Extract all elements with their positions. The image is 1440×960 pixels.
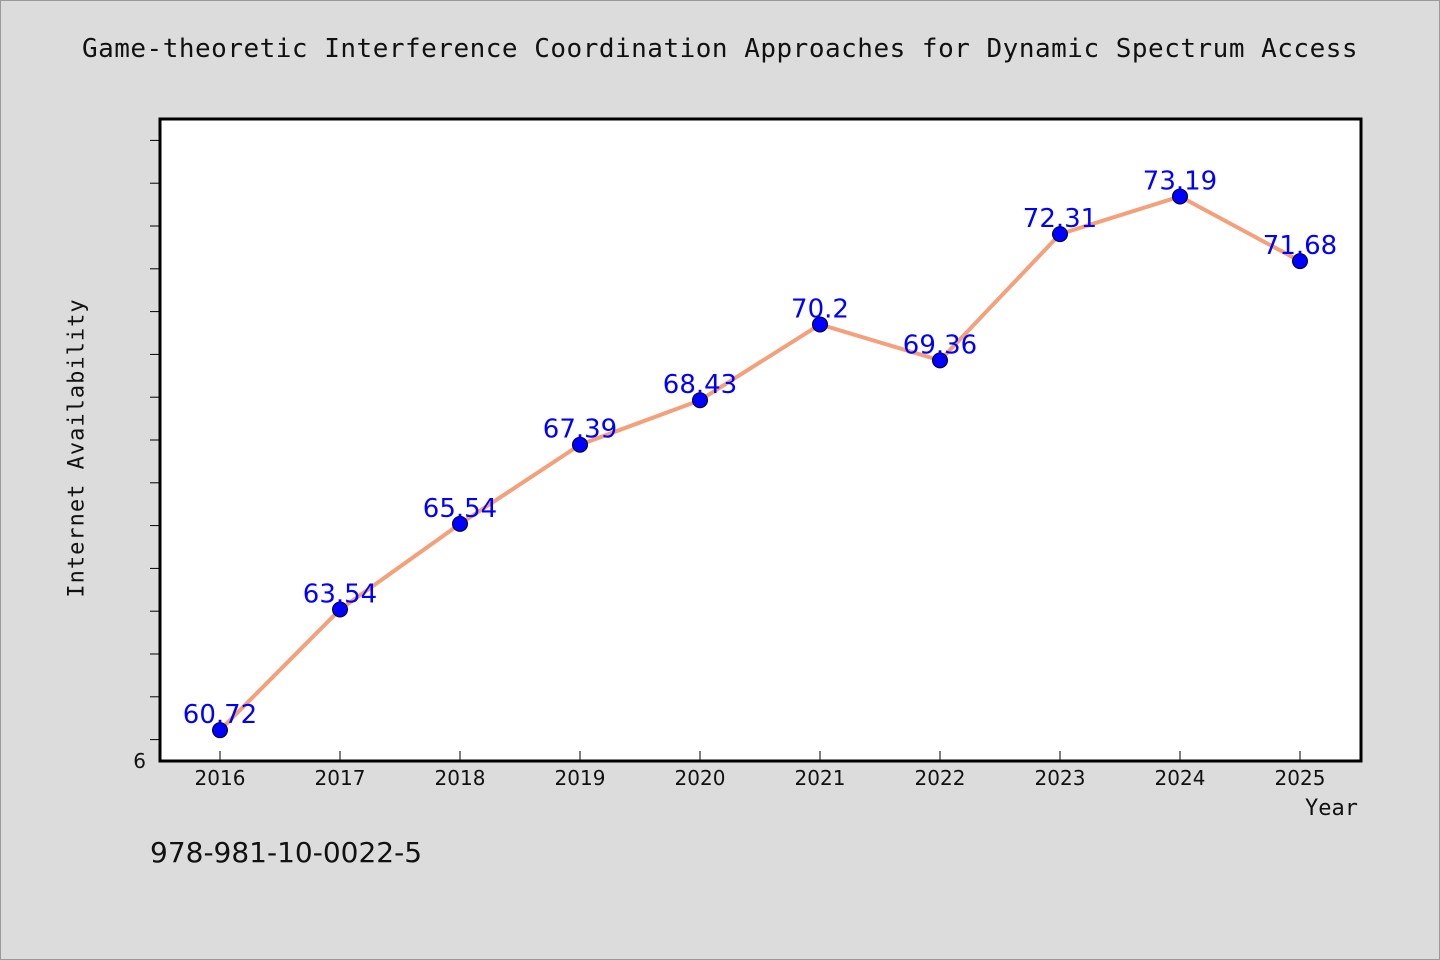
y-tick-label: 6 [133, 749, 146, 773]
data-label: 71.68 [1263, 231, 1337, 261]
series-line [218, 194, 1301, 732]
data-point [692, 392, 708, 409]
data-point [332, 601, 348, 618]
x-tick-label: 2022 [915, 766, 966, 790]
x-tick-label: 2016 [195, 766, 246, 790]
x-tick-label: 2023 [1035, 766, 1086, 790]
x-tick-label: 2017 [315, 766, 366, 790]
data-point [1292, 253, 1308, 270]
data-point [932, 352, 948, 369]
data-point [452, 515, 468, 532]
x-tick-label: 2019 [555, 766, 606, 790]
x-axis-ticks: 2016 2017 2018 2019 2020 2021 2022 2023 2024 2025 [195, 751, 1326, 790]
data-point [212, 722, 228, 739]
data-label: 73.19 [1143, 166, 1217, 196]
data-label: 70.2 [791, 294, 849, 324]
data-label: 72.31 [1023, 204, 1097, 234]
data-label: 69.36 [903, 330, 977, 360]
data-label: 67.39 [543, 415, 617, 445]
data-label: 63.54 [303, 579, 377, 609]
series-markers [212, 188, 1308, 739]
y-axis-ticks: 6 [133, 139, 160, 773]
x-tick-label: 2018 [435, 766, 486, 790]
x-tick-label: 2025 [1275, 766, 1326, 790]
isbn-footnote: 978-981-10-0022-5 [150, 836, 423, 869]
plot-area [158, 117, 1363, 763]
data-label: 60.72 [183, 700, 257, 730]
x-tick-label: 2024 [1155, 766, 1206, 790]
data-point [812, 316, 828, 333]
data-point [1172, 188, 1188, 205]
data-label: 65.54 [423, 494, 497, 524]
data-point [1052, 226, 1068, 243]
data-point [572, 436, 588, 453]
data-labels: 60.72 63.54 65.54 67.39 68.43 70.2 69.36 72.31 7… [183, 166, 1337, 730]
data-label: 68.43 [663, 370, 737, 400]
chart-title: Game-theoretic Interference Coordination… [81, 34, 1359, 64]
x-tick-label: 2021 [795, 766, 846, 790]
x-tick-label: 2020 [675, 766, 726, 790]
x-axis-label: Year [1305, 796, 1358, 821]
